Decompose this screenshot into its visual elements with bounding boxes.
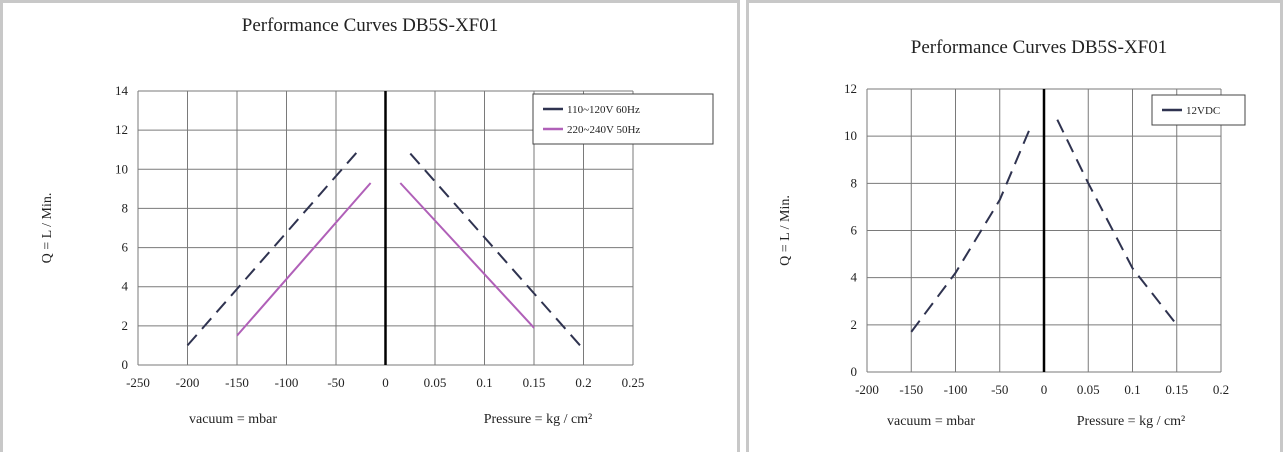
- x-axis-label-pressure: Pressure = kg / cm²: [484, 412, 593, 427]
- x-tick-label: -200: [176, 375, 200, 390]
- chart-title: Performance Curves DB5S-XF01: [242, 15, 498, 36]
- y-tick-label: 6: [122, 240, 129, 255]
- y-tick-label: 2: [851, 317, 858, 332]
- legend-box: [532, 93, 714, 145]
- y-tick-label: 12: [844, 81, 857, 96]
- x-tick-label: -50: [327, 375, 344, 390]
- series-line-pressure: [1056, 119, 1178, 326]
- chart-panel-right: Performance Curves DB5S-XF01 0 2 4 6 8 10 12 -20…: [746, 0, 1283, 452]
- y-tick-label: 6: [851, 223, 858, 238]
- x-tick-label: 0.15: [1165, 382, 1188, 397]
- x-axis-label-vacuum: vacuum = mbar: [887, 414, 975, 429]
- x-axis-label-vacuum: vacuum = mbar: [189, 412, 277, 427]
- x-tick-label: 0.2: [575, 375, 591, 390]
- x-tick-label: -200: [855, 382, 879, 397]
- y-tick-label: 10: [844, 128, 857, 143]
- y-tick-label: 0: [851, 364, 858, 379]
- x-tick-label: -150: [899, 382, 923, 397]
- y-axis-label: Q = L / Min.: [40, 193, 55, 264]
- series-line-pressure: [399, 182, 535, 329]
- x-tick-label: -100: [944, 382, 968, 397]
- x-tick-label: 0.05: [1077, 382, 1100, 397]
- x-tick-label: -50: [991, 382, 1008, 397]
- legend: 12VDC: [1151, 94, 1246, 126]
- y-tick-label: 4: [851, 270, 858, 285]
- legend: 110~120V 60Hz 220~240V 50Hz: [532, 93, 714, 145]
- chart-title: Performance Curves DB5S-XF01: [911, 37, 1167, 58]
- y-tick-label: 4: [122, 279, 129, 294]
- series-line-vacuum: [910, 126, 1032, 333]
- legend-label: 12VDC: [1186, 105, 1220, 117]
- legend-label: 110~120V 60Hz: [567, 104, 640, 116]
- y-tick-label: 8: [851, 175, 858, 190]
- series-line-vacuum: [236, 182, 372, 337]
- chart-panel-left: Performance Curves DB5S-XF01 0 2 4 6 8 10 12 14 -…: [0, 0, 740, 452]
- y-tick-label: 12: [115, 122, 128, 137]
- y-tick-label: 10: [115, 161, 128, 176]
- y-axis-label: Q = L / Min.: [778, 195, 793, 266]
- x-tick-label: 0.1: [1124, 382, 1140, 397]
- y-tick-label: 2: [122, 318, 129, 333]
- y-tick-label: 8: [122, 200, 129, 215]
- x-tick-label: -250: [126, 375, 150, 390]
- x-tick-label: 0.25: [622, 375, 645, 390]
- x-tick-label: 0.2: [1213, 382, 1229, 397]
- x-axis-label-pressure: Pressure = kg / cm²: [1077, 414, 1186, 429]
- x-tick-label: 0.1: [476, 375, 492, 390]
- x-tick-label: 0: [1041, 382, 1048, 397]
- legend-label: 220~240V 50Hz: [567, 124, 640, 136]
- series-line-vacuum: [186, 147, 362, 347]
- x-tick-label: 0.15: [523, 375, 546, 390]
- y-tick-label: 14: [115, 83, 129, 98]
- x-tick-label: 0: [382, 375, 389, 390]
- performance-chart-right: Performance Curves DB5S-XF01 0 2 4 6 8 10 12 -20…: [778, 37, 1246, 429]
- x-tick-label: -100: [275, 375, 299, 390]
- x-tick-label: -150: [225, 375, 249, 390]
- performance-chart-left: Performance Curves DB5S-XF01 0 2 4 6 8 10 12 14 -…: [40, 15, 714, 427]
- y-tick-label: 0: [122, 357, 129, 372]
- series-line-pressure: [409, 152, 585, 350]
- x-tick-label: 0.05: [424, 375, 447, 390]
